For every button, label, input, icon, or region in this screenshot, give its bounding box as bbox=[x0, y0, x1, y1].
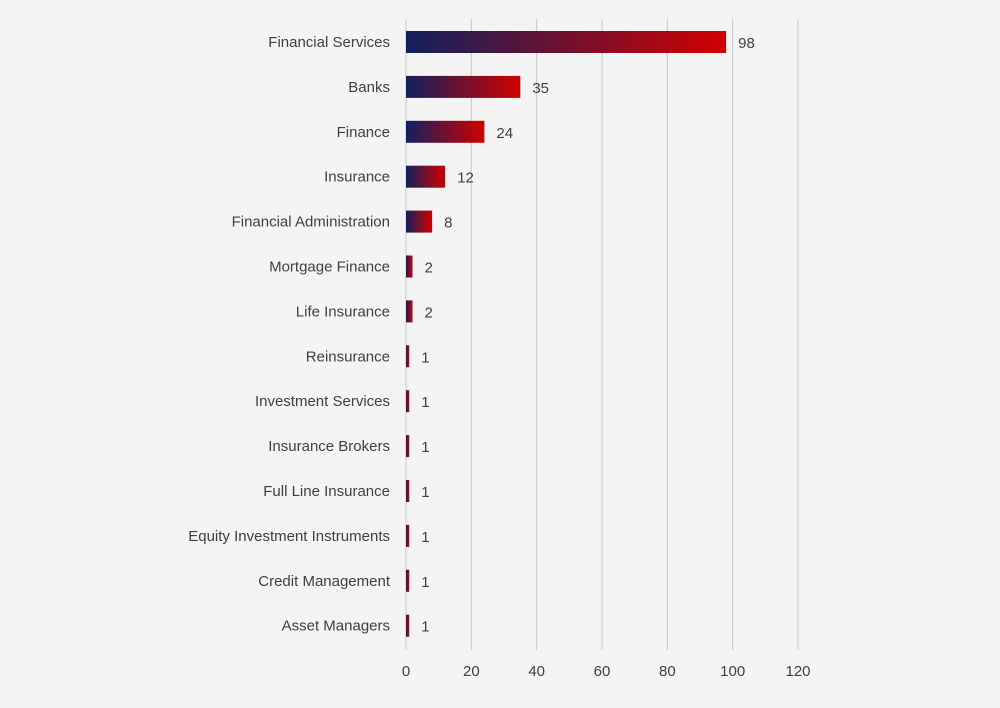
bar bbox=[406, 524, 410, 547]
x-tick-label: 20 bbox=[463, 663, 480, 680]
x-tick-label: 100 bbox=[720, 663, 745, 680]
category-label: Banks bbox=[348, 79, 390, 96]
x-tick-label: 0 bbox=[402, 663, 410, 680]
x-tick-label: 60 bbox=[594, 663, 611, 680]
bar bbox=[406, 255, 413, 278]
bar bbox=[406, 435, 410, 458]
category-label: Investment Services bbox=[255, 393, 390, 410]
category-label: Equity Investment Instruments bbox=[188, 528, 390, 545]
data-label: 35 bbox=[532, 80, 549, 97]
data-label: 1 bbox=[421, 529, 429, 546]
category-label: Insurance bbox=[324, 169, 390, 186]
category-label: Finance bbox=[337, 124, 390, 141]
value-labels: 98 35 24 12 8 2 2 1 1 1 1 1 1 1 bbox=[421, 35, 755, 636]
x-tick-label: 120 bbox=[785, 663, 810, 680]
bar bbox=[406, 345, 410, 368]
category-label: Insurance Brokers bbox=[268, 438, 390, 455]
data-label: 1 bbox=[421, 619, 429, 636]
bar bbox=[406, 210, 433, 233]
data-label: 1 bbox=[421, 439, 429, 456]
data-label: 1 bbox=[421, 394, 429, 411]
bar bbox=[406, 390, 410, 413]
category-label: Asset Managers bbox=[282, 618, 390, 635]
data-label: 8 bbox=[444, 215, 452, 232]
category-label: Mortgage Finance bbox=[269, 259, 390, 276]
bar bbox=[406, 120, 485, 143]
category-label: Financial Services bbox=[268, 34, 390, 51]
bar bbox=[406, 75, 521, 98]
bar bbox=[406, 300, 413, 323]
x-tick-label: 80 bbox=[659, 663, 676, 680]
category-labels: Financial Services Banks Finance Insurance F… bbox=[188, 34, 391, 635]
category-label: Reinsurance bbox=[306, 348, 390, 365]
category-label: Credit Management bbox=[258, 573, 391, 590]
gridlines bbox=[405, 19, 799, 650]
bar bbox=[406, 31, 727, 53]
data-label: 1 bbox=[421, 349, 429, 366]
data-label: 98 bbox=[738, 35, 755, 52]
data-label: 12 bbox=[457, 170, 474, 187]
bars bbox=[406, 31, 727, 637]
bar bbox=[406, 614, 410, 637]
bar bbox=[406, 480, 410, 502]
data-label: 1 bbox=[421, 484, 429, 501]
data-label: 24 bbox=[496, 125, 513, 142]
data-label: 2 bbox=[425, 260, 433, 277]
category-label: Life Insurance bbox=[296, 303, 390, 320]
bar bbox=[406, 569, 410, 592]
data-label: 1 bbox=[421, 574, 429, 591]
x-axis-tick-labels: 0 20 40 60 80 100 120 bbox=[402, 663, 811, 680]
category-label: Financial Administration bbox=[232, 214, 390, 231]
data-label: 2 bbox=[425, 304, 433, 321]
bar bbox=[406, 165, 446, 188]
x-tick-label: 40 bbox=[528, 663, 545, 680]
category-label: Full Line Insurance bbox=[263, 483, 390, 500]
